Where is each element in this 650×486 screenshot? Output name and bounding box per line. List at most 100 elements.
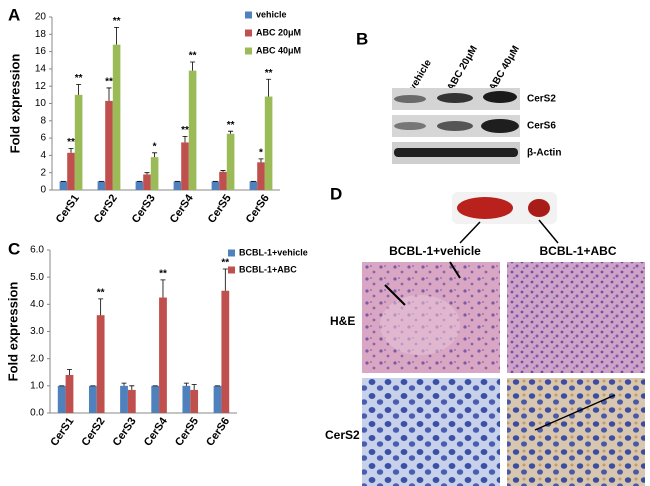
y-axis-label: Fold expression: [7, 54, 22, 154]
legend-label: BCBL-1+ABC: [239, 264, 297, 274]
bar: [88, 385, 97, 413]
error-bar: [114, 26, 120, 45]
error-bar: [121, 382, 127, 386]
legend-label: BCBL-1+vehicle: [239, 247, 308, 257]
bar: [249, 181, 258, 190]
bar: [150, 157, 159, 190]
bar: [264, 96, 273, 190]
histology-row-label: H&E: [330, 314, 355, 328]
error-bar: [98, 298, 104, 316]
significance-label: **: [67, 137, 75, 148]
error-bar: [182, 135, 188, 143]
significance-label: **: [159, 269, 167, 280]
error-bar: [228, 130, 234, 134]
error-bar: [129, 385, 135, 390]
bar: [67, 152, 75, 190]
significance-label: **: [227, 120, 235, 131]
y-tick-label: 10: [35, 98, 47, 109]
y-tick-label: 2: [40, 167, 46, 178]
y-tick-label: 5.0: [30, 272, 44, 283]
legend-label: ABC 40μM: [256, 45, 301, 55]
arrow: [384, 284, 406, 306]
blot-row-label: CerS6: [527, 121, 556, 132]
x-tick-label: CerS3: [130, 193, 158, 226]
x-tick-label: CerS1: [54, 193, 82, 226]
blot-image: [392, 88, 520, 164]
bar: [96, 315, 105, 413]
bar: [213, 385, 222, 413]
blot-row-label: β-Actin: [527, 148, 561, 159]
bar: [219, 171, 227, 190]
legend-label: ABC 20μM: [256, 27, 301, 37]
bar: [188, 70, 197, 190]
significance-label: **: [75, 73, 83, 84]
y-axis-label: Fold expression: [5, 282, 20, 382]
blot-row-label: CerS2: [527, 94, 556, 105]
bar: [143, 174, 151, 190]
legend-swatch: [245, 29, 252, 37]
blot-column-label: ABC 40μM: [487, 44, 522, 93]
bar: [127, 389, 136, 413]
error-bar: [190, 61, 196, 71]
x-tick-label: CerS4: [142, 415, 171, 449]
x-tick-label: CerS5: [173, 416, 201, 449]
bar: [221, 290, 230, 413]
blot-column-label: ABC 20μM: [445, 44, 480, 93]
x-tick-label: CerS1: [48, 416, 76, 449]
bar: [65, 374, 74, 413]
histology-image: [507, 378, 645, 486]
y-tick-label: 18: [35, 29, 47, 40]
arrow: [449, 261, 461, 279]
x-tick-label: CerS3: [111, 416, 139, 449]
legend-swatch: [228, 249, 235, 257]
y-tick-label: 0.0: [30, 408, 44, 419]
significance-label: **: [113, 16, 121, 27]
y-tick-label: 14: [35, 64, 47, 75]
bar: [173, 181, 182, 190]
bar: [211, 181, 220, 190]
x-tick-label: CerS2: [92, 193, 120, 226]
spleen-photo: [452, 192, 559, 244]
bar: [112, 44, 121, 191]
legend-swatch: [245, 11, 252, 19]
significance-label: **: [221, 258, 229, 269]
blot-column-label: vehicle: [407, 58, 434, 93]
bar: [120, 385, 128, 413]
y-tick-label: 16: [35, 46, 47, 57]
error-bar: [66, 369, 72, 375]
significance-label: **: [189, 51, 197, 62]
significance-label: *: [259, 148, 263, 159]
bar: [181, 142, 189, 190]
bar: [74, 94, 83, 190]
legend-label: vehicle: [256, 9, 287, 19]
significance-label: **: [181, 125, 189, 136]
error-bar: [222, 268, 228, 291]
error-bar: [144, 172, 150, 175]
error-bar: [152, 152, 158, 158]
y-tick-label: 4: [40, 150, 46, 161]
y-tick-label: 6: [40, 133, 46, 144]
arrow: [534, 394, 616, 431]
bar: [135, 181, 144, 190]
bar: [182, 385, 191, 413]
y-tick-label: 20: [35, 12, 47, 23]
bar: [105, 100, 113, 190]
y-tick-label: 12: [35, 81, 47, 92]
significance-label: **: [265, 68, 273, 79]
error-bar: [266, 78, 272, 97]
y-tick-label: 2.0: [30, 353, 44, 364]
x-tick-label: CerS6: [204, 416, 232, 449]
y-tick-label: 4.0: [30, 299, 44, 310]
y-tick-label: 6.0: [30, 245, 44, 256]
histology-image: [362, 378, 500, 486]
significance-label: *: [153, 141, 157, 152]
bar: [57, 385, 66, 413]
panel-label: D: [330, 184, 342, 203]
x-tick-label: CerS5: [206, 193, 234, 226]
error-bar: [258, 158, 264, 163]
histology-image: [507, 262, 645, 373]
histology-column-label: BCBL-1+ABC: [539, 244, 616, 258]
error-bar: [160, 279, 166, 298]
x-tick-label: CerS4: [168, 192, 197, 226]
panel-label: C: [8, 239, 20, 258]
